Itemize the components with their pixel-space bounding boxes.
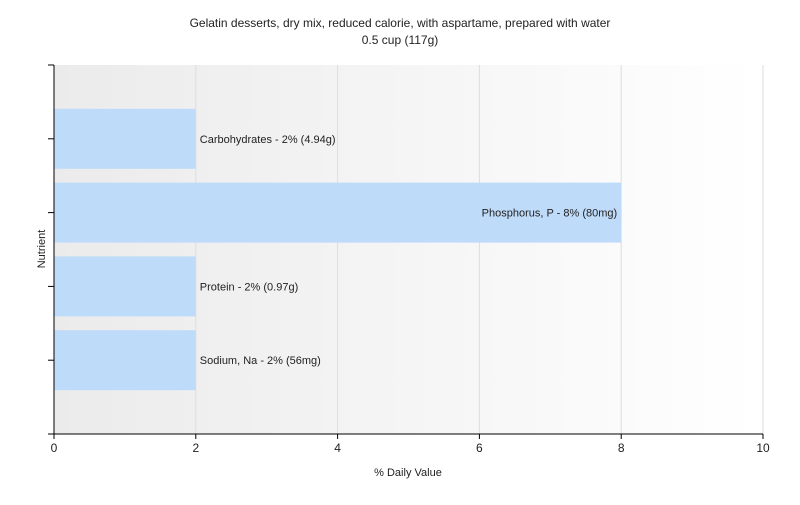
x-tick-label: 2 xyxy=(192,441,199,455)
bar xyxy=(54,182,622,243)
x-tick-label: 4 xyxy=(334,441,341,455)
x-tick-label: 0 xyxy=(51,441,58,455)
bar-label: Sodium, Na - 2% (56mg) xyxy=(200,355,321,367)
x-axis-title: % Daily Value xyxy=(374,467,442,479)
bars: Carbohydrates - 2% (4.94g) Phosphorus, P … xyxy=(54,108,622,391)
bar-label: Carbohydrates - 2% (4.94g) xyxy=(200,134,336,146)
y-axis-title: Nutrient xyxy=(36,230,48,269)
bar xyxy=(54,256,196,317)
x-tick-label: 6 xyxy=(476,441,483,455)
axes: 0 2 4 6 8 10 xyxy=(48,64,770,455)
bar-label: Protein - 2% (0.97g) xyxy=(200,281,298,293)
bar xyxy=(54,330,196,391)
x-tick-label: 10 xyxy=(756,441,770,455)
chart-subtitle: 0.5 cup (117g) xyxy=(362,33,439,47)
x-tick-label: 8 xyxy=(618,441,625,455)
chart-title: Gelatin desserts, dry mix, reduced calor… xyxy=(190,16,611,30)
bar xyxy=(54,108,196,169)
bar-label: Phosphorus, P - 8% (80mg) xyxy=(482,208,618,220)
